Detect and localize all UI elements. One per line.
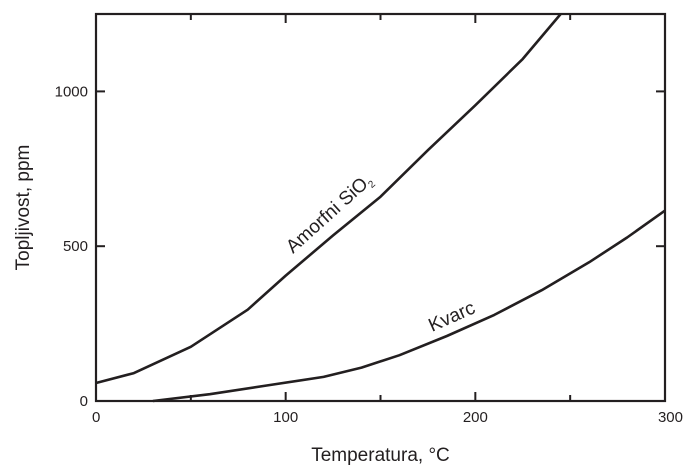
- x-tick-label: 100: [273, 409, 298, 426]
- series-line-2: [152, 209, 666, 403]
- y-axis-ticks: 0 500 1000: [55, 83, 665, 410]
- plot-frame: [94, 12, 667, 403]
- x-axis-ticks: 0 100 200 300: [92, 14, 683, 426]
- series-line-1: [95, 13, 562, 385]
- y-axis-title: Topljivost, ppm: [13, 145, 34, 271]
- x-tick-label: 200: [463, 409, 488, 426]
- x-axis-title: Temperatura, °C: [311, 445, 450, 466]
- series-label-1: Amorfni SiO2: [282, 170, 378, 260]
- y-tick-label: 0: [80, 393, 88, 410]
- plot-area: [94, 12, 667, 403]
- x-tick-label: 300: [658, 409, 683, 426]
- y-tick-label: 1000: [55, 83, 88, 100]
- series-lines: [95, 13, 666, 403]
- y-tick-label: 500: [63, 238, 88, 255]
- x-tick-label: 0: [92, 409, 100, 426]
- series-label-2: Kvarc: [425, 298, 478, 337]
